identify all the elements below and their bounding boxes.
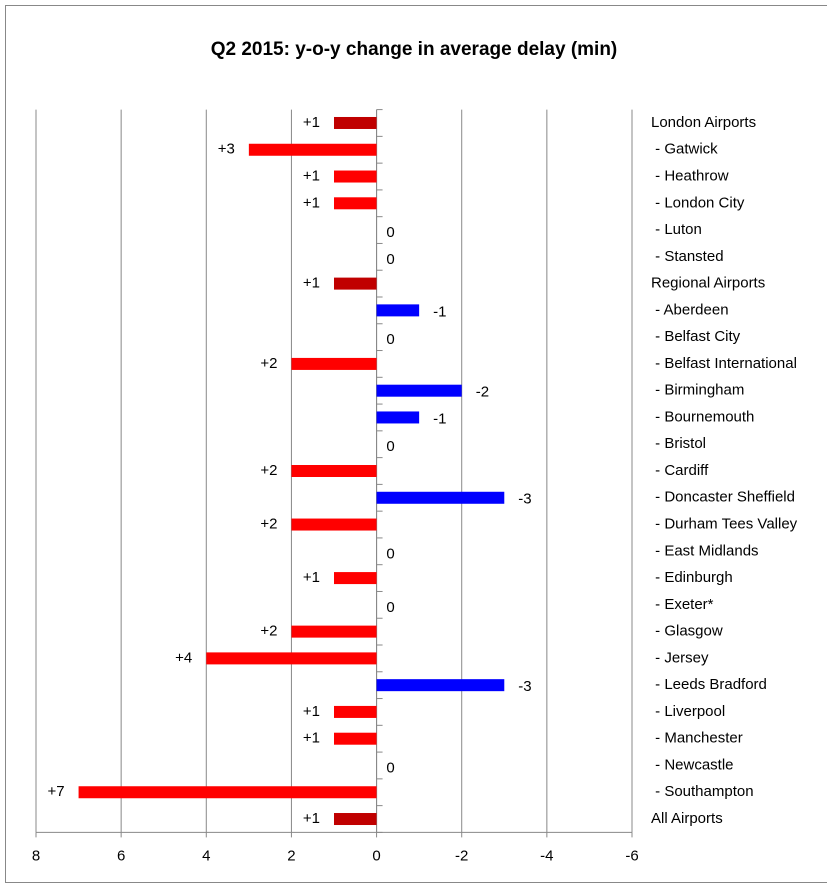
bar xyxy=(376,679,505,692)
data-label: +2 xyxy=(260,623,277,640)
category-label: - Durham Tees Valley xyxy=(651,516,798,533)
category-label: - London City xyxy=(651,194,745,211)
bar xyxy=(334,277,377,290)
data-label: 0 xyxy=(386,331,394,348)
data-label: +1 xyxy=(303,194,320,211)
data-label: +2 xyxy=(260,355,277,372)
data-label: +7 xyxy=(47,783,64,800)
x-tick-label: 2 xyxy=(287,847,295,864)
category-label: - Gatwick xyxy=(651,141,718,158)
data-label: 0 xyxy=(386,599,394,616)
data-label: +1 xyxy=(303,730,320,747)
category-label: Regional Airports xyxy=(651,275,765,292)
data-label: -1 xyxy=(433,303,446,320)
bar xyxy=(206,652,377,665)
data-label: +1 xyxy=(303,810,320,827)
category-label: - Exeter* xyxy=(651,596,714,613)
data-label: +1 xyxy=(303,114,320,131)
bar xyxy=(334,572,377,585)
category-label: - Heathrow xyxy=(651,167,729,184)
category-label: - Edinburgh xyxy=(651,569,733,586)
x-tick-label: 4 xyxy=(202,847,210,864)
bar xyxy=(334,170,377,183)
bar xyxy=(334,813,377,826)
data-label: 0 xyxy=(386,251,394,268)
data-label: +3 xyxy=(218,141,235,158)
data-label: 0 xyxy=(386,545,394,562)
category-label: - Belfast International xyxy=(651,355,797,372)
bar xyxy=(376,411,420,424)
category-label: - Newcastle xyxy=(651,756,734,773)
bar xyxy=(334,705,377,718)
chart-border xyxy=(5,5,827,883)
category-label: - Bournemouth xyxy=(651,408,754,425)
data-label: -3 xyxy=(518,678,531,695)
data-label: -2 xyxy=(476,384,489,401)
data-label: 0 xyxy=(386,438,394,455)
category-label: - Liverpool xyxy=(651,703,725,720)
category-label: - Belfast City xyxy=(651,328,741,345)
bar xyxy=(376,304,420,317)
x-tick-label: 8 xyxy=(32,847,40,864)
category-label: - Doncaster Sheffield xyxy=(651,489,795,506)
category-label: All Airports xyxy=(651,810,723,827)
category-label: - Jersey xyxy=(651,649,709,666)
category-label: - East Midlands xyxy=(651,542,759,559)
bar xyxy=(376,384,462,397)
x-tick-label: 6 xyxy=(117,847,125,864)
data-label: +1 xyxy=(303,569,320,586)
data-label: +2 xyxy=(260,462,277,479)
data-label: -1 xyxy=(433,410,446,427)
data-label: -3 xyxy=(518,491,531,508)
bar xyxy=(248,143,377,156)
category-label: - Southampton xyxy=(651,783,754,800)
x-tick-label: 0 xyxy=(372,847,380,864)
chart-title: Q2 2015: y-o-y change in average delay (… xyxy=(211,39,618,60)
bar xyxy=(334,197,377,210)
data-label: +4 xyxy=(175,649,192,666)
x-tick-label: -4 xyxy=(540,847,553,864)
x-tick-label: -2 xyxy=(455,847,468,864)
x-tick-label: -6 xyxy=(625,847,638,864)
category-label: - Birmingham xyxy=(651,382,744,399)
data-label: +1 xyxy=(303,167,320,184)
bar xyxy=(291,465,377,477)
data-label: +1 xyxy=(303,703,320,720)
bar xyxy=(78,786,377,799)
category-label: - Leeds Bradford xyxy=(651,676,767,693)
bar xyxy=(376,491,505,504)
bar xyxy=(291,518,377,531)
bar xyxy=(291,625,377,638)
bar xyxy=(334,116,377,129)
data-label: +2 xyxy=(260,516,277,533)
category-label: - Stansted xyxy=(651,248,724,265)
category-label: - Manchester xyxy=(651,730,743,747)
category-label: - Glasgow xyxy=(651,623,723,640)
category-label: - Bristol xyxy=(651,435,706,452)
category-label: - Aberdeen xyxy=(651,301,729,318)
bar xyxy=(334,732,377,745)
bar xyxy=(291,357,377,370)
data-label: 0 xyxy=(386,224,394,241)
category-label: London Airports xyxy=(651,114,756,131)
category-label: - Luton xyxy=(651,221,702,238)
data-label: +1 xyxy=(303,275,320,292)
category-label: - Cardiff xyxy=(651,462,709,479)
data-label: 0 xyxy=(386,759,394,776)
